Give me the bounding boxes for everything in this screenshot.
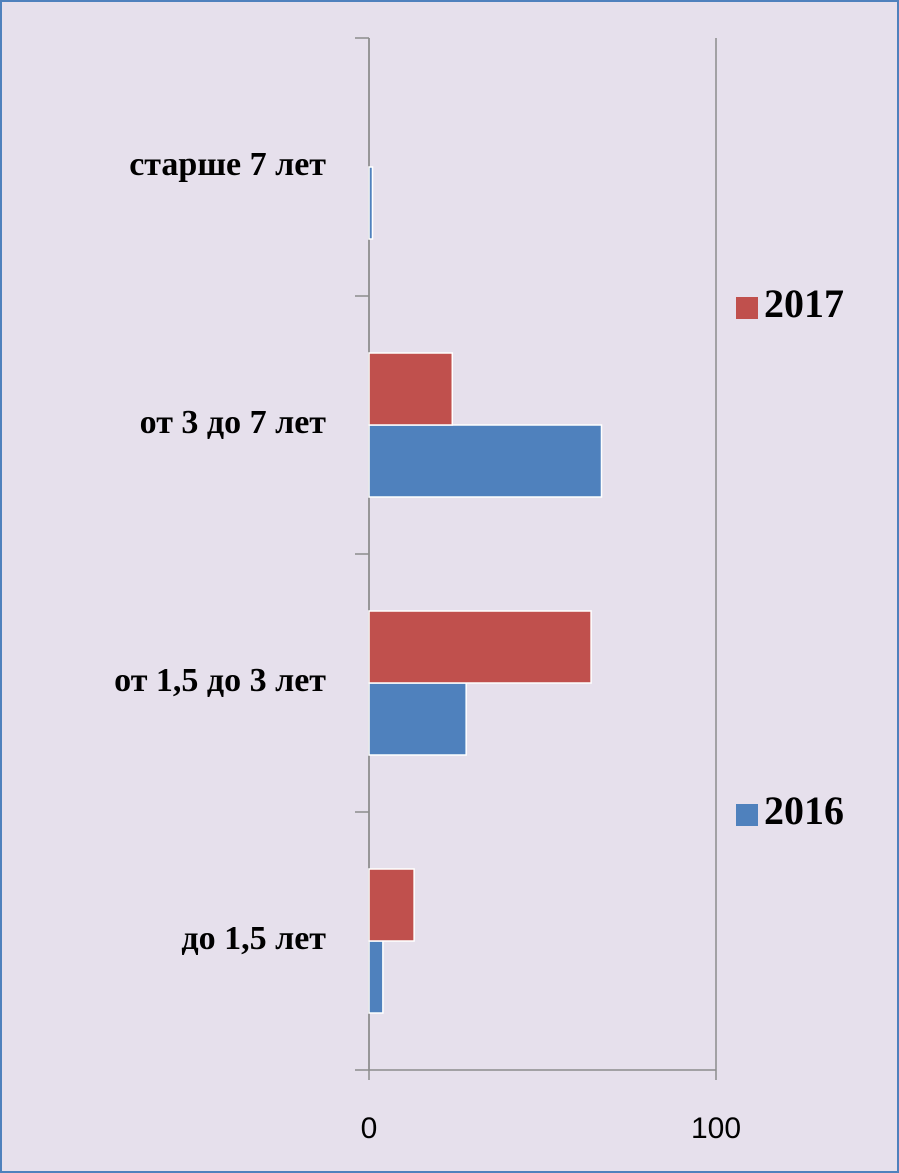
bar [368, 610, 592, 684]
legend-label: 2016 [764, 788, 844, 833]
x-tick-label: 0 [361, 1112, 378, 1145]
bar [368, 682, 467, 756]
y-tick-label: от 3 до 7 лет [140, 404, 327, 441]
bar [368, 352, 454, 426]
bar [368, 940, 384, 1014]
bar [368, 868, 415, 942]
y-tick-label: от 1,5 до 3 лет [114, 662, 326, 699]
x-tick-label: 100 [691, 1112, 741, 1145]
y-tick-label: до 1,5 лет [181, 920, 326, 957]
legend-label: 2017 [764, 281, 844, 326]
y-tick-label: старше 7 лет [129, 146, 326, 183]
bar [368, 424, 603, 498]
bar [368, 166, 374, 240]
legend-swatch [736, 297, 758, 319]
legend-swatch [736, 804, 758, 826]
